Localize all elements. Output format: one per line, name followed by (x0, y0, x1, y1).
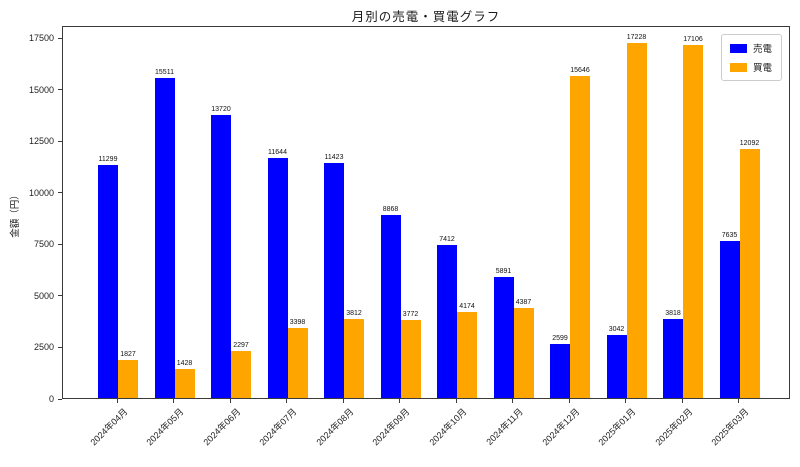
bar-buy (344, 319, 364, 398)
legend-swatch-buy (729, 62, 747, 72)
bar-buy (739, 148, 760, 398)
bar-sell (211, 115, 231, 398)
bar-sell (267, 158, 288, 398)
x-tick-mark (625, 399, 626, 403)
bar-sell (493, 276, 514, 398)
y-tick-mark (58, 140, 62, 142)
bar-value-label: 17228 (626, 33, 647, 41)
bar-value-label: 3042 (608, 326, 625, 334)
y-tick-label: 15000 (28, 84, 54, 95)
y-tick-mark (58, 89, 62, 91)
y-tick-mark (58, 346, 62, 348)
bar-buy (174, 368, 195, 398)
bar-sell (154, 78, 175, 398)
bar-sell (719, 240, 740, 398)
bar-value-label: 12092 (739, 139, 760, 147)
bar-buy (457, 311, 477, 398)
legend: 売電 買電 (720, 34, 782, 81)
x-tick-label-text: 2024年08月 (314, 406, 356, 448)
y-tick-label: 7500 (33, 239, 54, 250)
legend-entry-sell: 売電 (729, 41, 772, 55)
x-tick-label-text: 2024年09月 (370, 406, 412, 448)
bar-sell (380, 215, 401, 398)
y-tick-label: 0 (48, 394, 54, 404)
legend-label-sell: 売電 (752, 44, 772, 55)
bar-value-label: 3398 (289, 318, 306, 326)
x-tick-mark (681, 399, 683, 403)
y-tick-label: 17500 (28, 33, 54, 44)
x-tick-label-text: 2025年02月 (653, 406, 695, 448)
bar-value-label: 2297 (233, 341, 249, 349)
x-tick-label-text: 2024年11月 (484, 406, 525, 447)
bar-value-label: 13720 (211, 106, 231, 114)
x-tick-mark (229, 399, 231, 403)
y-tick-label: 5000 (33, 290, 54, 301)
legend-label-buy: 買電 (752, 63, 772, 74)
bar-buy (231, 350, 251, 398)
x-tick-mark (286, 399, 287, 403)
bar-value-label: 3812 (346, 310, 362, 318)
bar-value-label: 5891 (495, 267, 512, 275)
x-tick-mark (738, 399, 739, 403)
bar-buy (626, 42, 647, 398)
bar-buy (570, 75, 590, 398)
bar-sell (606, 335, 627, 398)
bar-value-label: 2599 (552, 335, 568, 343)
bar-sell (663, 319, 683, 398)
plot-area: 売電 買電 11299 1827 15511 1428 13720 2297 11644 33… (62, 26, 790, 399)
bar-buy (118, 360, 138, 398)
x-tick-mark (512, 399, 513, 403)
legend-swatch-sell (729, 43, 747, 53)
bar-value-label: 11644 (268, 149, 287, 157)
x-tick-mark (399, 399, 400, 403)
bar-value-label: 17106 (683, 36, 703, 44)
bar-buy (287, 327, 308, 398)
chart-title: 月別の売電・買電グラフ (351, 10, 501, 24)
bar-sell (437, 245, 457, 398)
x-tick-label-text: 2024年06月 (201, 406, 243, 448)
y-tick-mark (58, 243, 62, 245)
x-tick-label-text: 2024年12月 (540, 406, 582, 448)
bar-value-label: 11423 (324, 153, 344, 161)
bar-value-label: 1428 (176, 359, 193, 367)
bar-value-label: 8868 (382, 206, 399, 214)
bar-buy (400, 320, 421, 398)
bar-value-label: 15511 (155, 69, 174, 77)
bar-buy (513, 307, 534, 398)
x-tick-label-text: 2024年05月 (144, 406, 186, 448)
x-tick-label-text: 2024年04月 (88, 406, 130, 448)
bar-sell (324, 162, 344, 398)
x-tick-label-text: 2025年03月 (709, 406, 751, 448)
bar-value-label: 3818 (665, 310, 681, 318)
bar-sell (98, 165, 118, 398)
bar-value-label: 1827 (120, 351, 136, 359)
y-tick-mark (58, 398, 62, 400)
bar-value-label: 4387 (515, 298, 532, 306)
y-tick-mark (58, 37, 62, 39)
x-tick-mark (455, 399, 457, 403)
x-tick-mark (342, 399, 344, 403)
bar-value-label: 4174 (459, 302, 475, 310)
x-tick-mark (173, 399, 174, 403)
bar-sell (550, 344, 570, 398)
x-tick-mark (568, 399, 570, 403)
y-tick-mark (58, 295, 62, 297)
bar-buy (683, 45, 703, 398)
legend-entry-buy: 買電 (729, 60, 772, 74)
bar-value-label: 7635 (721, 231, 738, 239)
x-tick-mark (116, 399, 118, 403)
y-tick-label: 12500 (28, 136, 54, 147)
bar-value-label: 15646 (570, 66, 590, 74)
bar-value-label: 3772 (402, 311, 419, 319)
x-tick-label-text: 2025年01月 (596, 406, 638, 448)
y-tick-label: 10000 (28, 187, 54, 198)
bar-value-label: 7412 (439, 236, 455, 244)
bar-value-label: 11299 (98, 156, 118, 164)
x-tick-label-text: 2024年10月 (427, 406, 469, 448)
y-tick-label: 2500 (33, 342, 54, 353)
y-tick-mark (58, 192, 62, 194)
x-tick-label-text: 2024年07月 (257, 406, 299, 448)
